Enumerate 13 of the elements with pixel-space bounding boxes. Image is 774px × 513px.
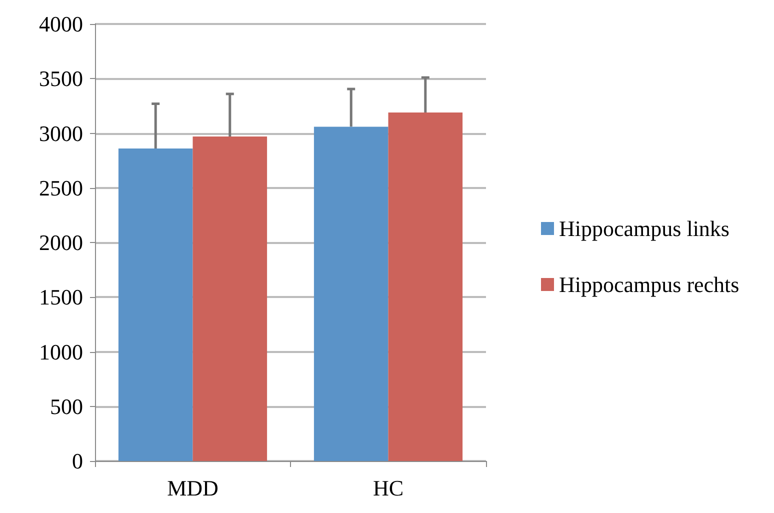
y-tick-label: 2500 xyxy=(39,175,83,200)
x-tick-label: HC xyxy=(372,476,404,500)
y-tick-label: 3500 xyxy=(39,66,83,92)
y-tick-label: 4000 xyxy=(39,12,83,36)
legend-label: Hippocampus rechts xyxy=(559,272,740,297)
x-tick-label: MDD xyxy=(167,476,218,500)
y-tick-label: 1500 xyxy=(39,284,83,310)
y-tick-label: 3000 xyxy=(39,120,83,146)
legend-label: Hippocampus links xyxy=(559,216,730,241)
y-tick-label: 500 xyxy=(50,394,83,419)
y-tick-label: 2000 xyxy=(39,230,83,255)
y-tick-label: 1000 xyxy=(39,339,83,364)
y-tick-label: 0 xyxy=(72,448,83,474)
